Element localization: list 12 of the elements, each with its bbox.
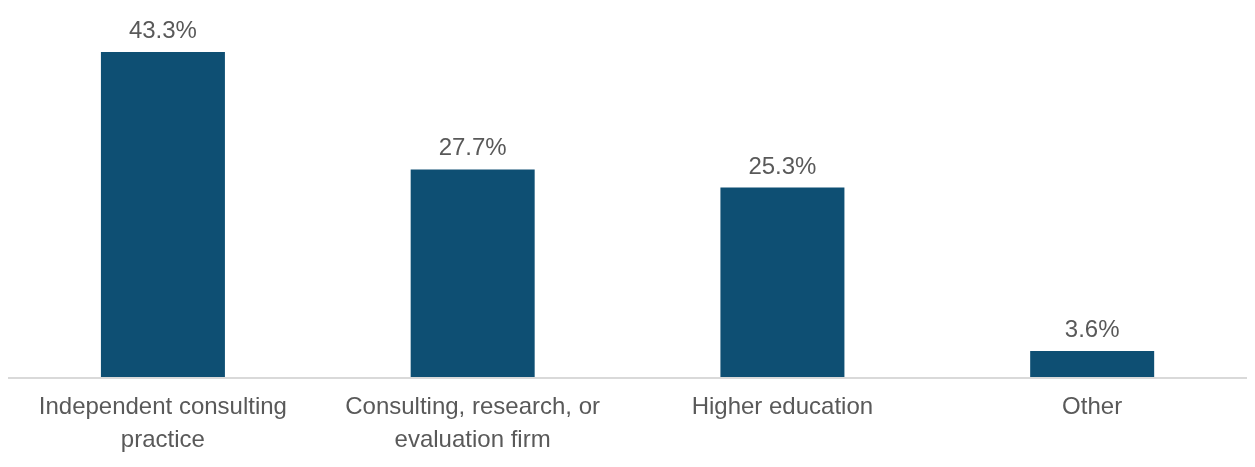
bar [720,187,845,378]
data-label: 27.7% [438,133,507,161]
x-tick-label: Other [1062,392,1123,419]
data-label: 43.3% [128,16,197,43]
bar [1030,350,1155,378]
bar [100,52,225,378]
data-label: 3.6% [1064,314,1120,342]
x-tick-label: Higher education [691,392,874,419]
bar [410,169,535,378]
x-tick-label: Independent consulting practice [38,392,287,452]
data-label: 25.3% [748,151,817,179]
x-tick-label: Consulting, research, or evaluation firm [345,392,601,452]
